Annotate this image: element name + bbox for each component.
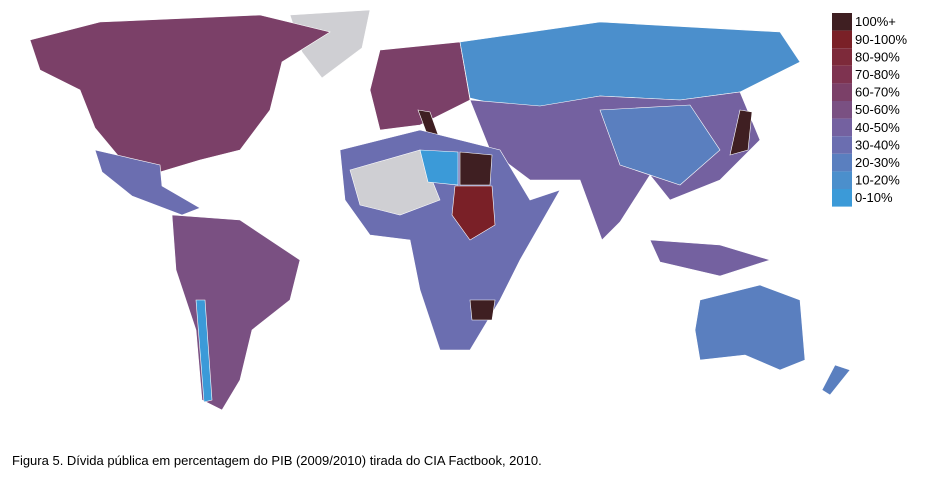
china — [599, 104, 721, 186]
caption: Figura 5. Dívida pública em percentagem … — [12, 453, 542, 468]
legend-label: 10-20% — [855, 173, 900, 188]
legend-swatch — [832, 13, 852, 31]
sahara — [349, 149, 441, 216]
libya — [419, 149, 459, 186]
europe — [369, 41, 471, 131]
central-america — [94, 149, 201, 216]
legend-swatch — [832, 153, 852, 172]
north-america — [29, 14, 331, 173]
legend: 100%+ 90-100% 80-90% 70-80% 60-70% 50-60% 40-5… — [832, 13, 907, 207]
zimbabwe — [469, 299, 496, 321]
legend-label: 60-70% — [855, 85, 900, 100]
chile — [195, 299, 213, 403]
legend-swatch — [832, 118, 852, 137]
legend-label: 80-90% — [855, 49, 900, 64]
legend-label: 0-10% — [855, 190, 893, 205]
legend-swatch — [832, 65, 852, 84]
legend-swatch — [832, 171, 852, 189]
russia — [459, 21, 801, 111]
legend-swatch — [832, 189, 852, 207]
legend-label: 30-40% — [855, 137, 900, 152]
legend-swatch — [832, 30, 852, 49]
australia — [694, 284, 806, 371]
legend-label: 20-30% — [855, 155, 900, 170]
legend-label: 40-50% — [855, 120, 900, 135]
legend-swatch — [832, 101, 852, 119]
countries — [29, 9, 851, 411]
new-zealand — [821, 364, 851, 396]
legend-label: 100%+ — [855, 14, 896, 29]
indonesia — [649, 239, 772, 277]
sudan — [451, 185, 496, 241]
legend-label: 90-100% — [855, 32, 907, 47]
south-america — [171, 214, 301, 411]
legend-swatch — [832, 48, 852, 66]
legend-swatch — [832, 136, 852, 154]
japan — [729, 109, 753, 156]
legend-swatch — [832, 83, 852, 101]
egypt — [459, 151, 493, 186]
legend-label: 50-60% — [855, 102, 900, 117]
legend-label: 70-80% — [855, 67, 900, 82]
